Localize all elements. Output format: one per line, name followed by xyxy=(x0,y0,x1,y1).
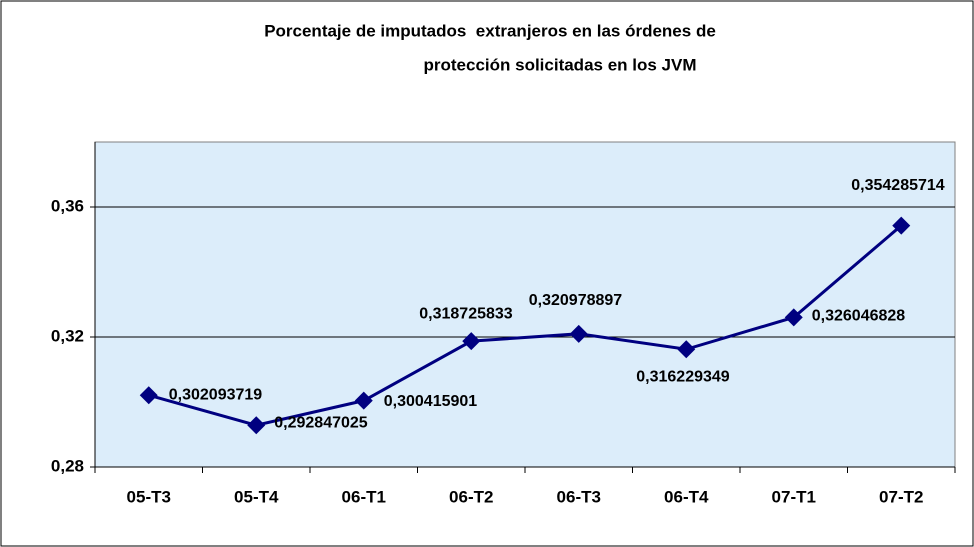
x-tick-label: 07-T2 xyxy=(879,487,923,506)
x-tick-label: 06-T3 xyxy=(557,487,601,506)
data-label: 0,320978897 xyxy=(529,292,623,309)
x-tick-label: 05-T4 xyxy=(234,487,279,506)
chart-title: protección solicitadas en los JVM xyxy=(423,55,696,74)
marker xyxy=(569,324,588,343)
data-label: 0,316229349 xyxy=(636,368,730,385)
x-tick-label: 05-T3 xyxy=(127,487,171,506)
marker xyxy=(677,340,696,359)
data-label: 0,300415901 xyxy=(384,393,478,410)
plot-area xyxy=(94,141,956,468)
data-label: 0,302093719 xyxy=(169,386,263,403)
x-tick-label: 06-T4 xyxy=(664,487,709,506)
marker xyxy=(892,216,911,235)
marker xyxy=(354,391,373,410)
marker xyxy=(247,416,266,435)
marker xyxy=(462,332,481,351)
marker xyxy=(784,308,803,327)
y-tick-label: 0,36 xyxy=(51,196,84,215)
x-tick-label: 06-T1 xyxy=(342,487,386,506)
x-tick-label: 06-T2 xyxy=(449,487,493,506)
y-tick-label: 0,32 xyxy=(51,326,84,345)
chart-title: Porcentaje de imputados extranjeros en l… xyxy=(264,21,716,40)
marker xyxy=(139,386,158,405)
data-label: 0,326046828 xyxy=(812,308,906,325)
data-label: 0,318725833 xyxy=(419,305,513,322)
y-tick-label: 0,28 xyxy=(51,456,84,475)
data-line xyxy=(148,224,903,427)
data-label: 0,292847025 xyxy=(274,414,368,431)
x-tick-label: 07-T1 xyxy=(772,487,816,506)
data-label: 0,354285714 xyxy=(851,177,945,194)
